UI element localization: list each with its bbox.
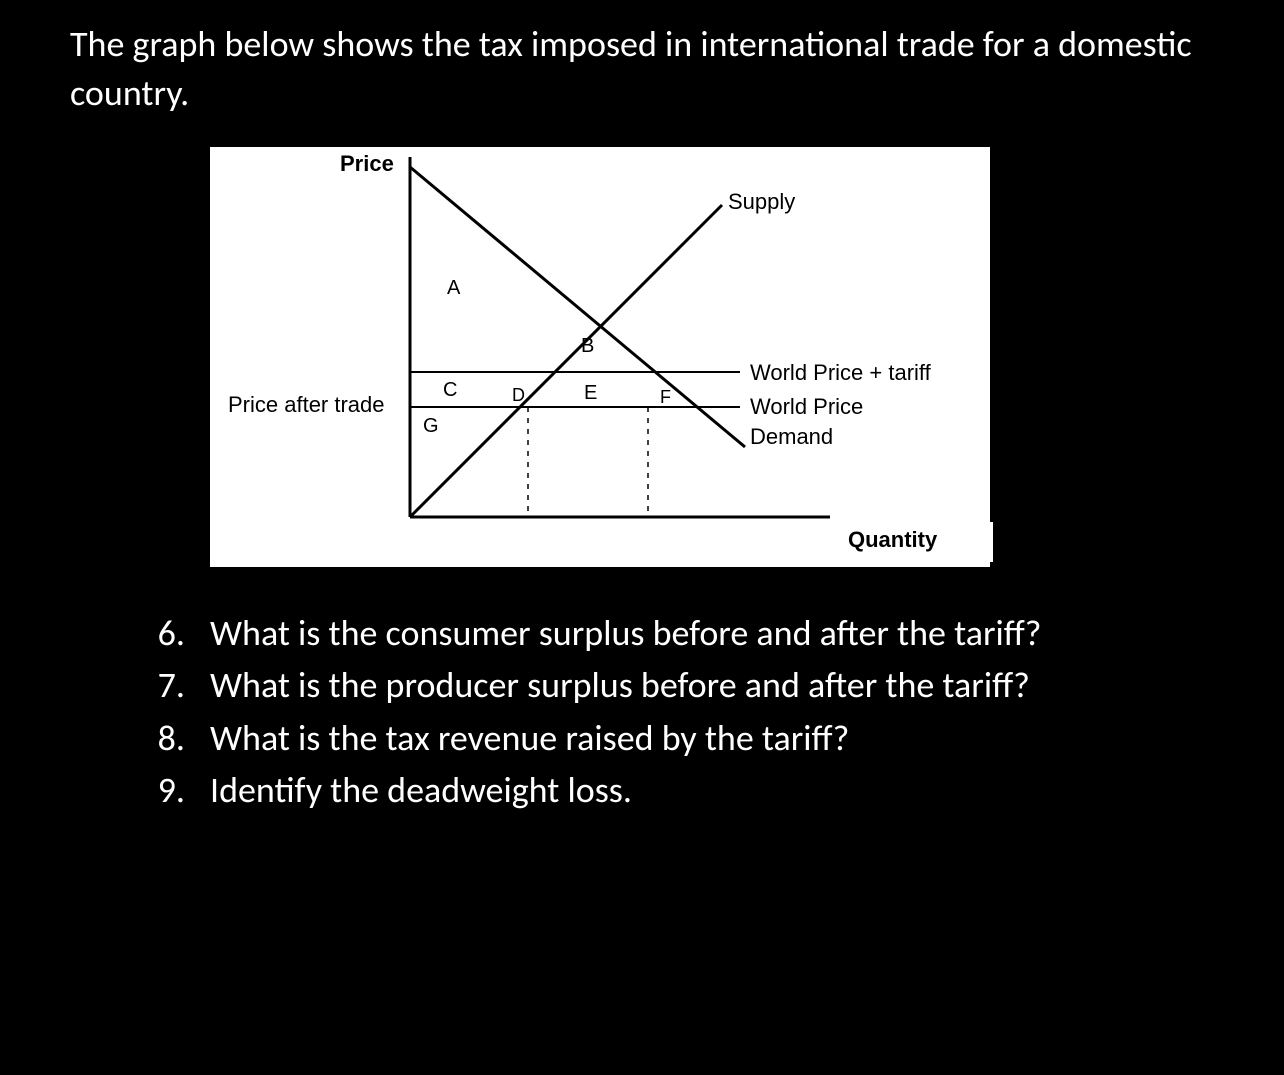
graph-svg: [210, 147, 990, 567]
question-row: 7.What is the producer surplus before an…: [120, 659, 1214, 711]
question-text: What is the producer surplus before and …: [210, 659, 1214, 711]
graph-label-world_price: World Price: [750, 394, 863, 420]
figure-container: Price Supply World Price + tariff Price aft…: [210, 147, 1214, 567]
question-row: 9.Identify the deadweight loss.: [120, 764, 1214, 816]
tariff-graph: Price Supply World Price + tariff Price aft…: [210, 147, 990, 567]
text-cursor: [990, 522, 993, 562]
question-row: 6.What is the consumer surplus before an…: [120, 607, 1214, 659]
question-row: 8.What is the tax revenue raised by the …: [120, 712, 1214, 764]
graph-label-demand: Demand: [750, 424, 833, 450]
graph-label-G: G: [423, 415, 439, 438]
question-number: 9.: [120, 764, 210, 816]
graph-label-B: B: [581, 335, 594, 358]
question-list: 6.What is the consumer surplus before an…: [120, 607, 1214, 816]
graph-label-C: C: [443, 379, 457, 402]
graph-label-supply: Supply: [728, 189, 795, 215]
graph-label-price_trade: Price after trade: [228, 392, 385, 418]
graph-label-A: A: [447, 277, 460, 300]
question-text: What is the consumer surplus before and …: [210, 607, 1214, 659]
question-number: 8.: [120, 712, 210, 764]
question-number: 6.: [120, 607, 210, 659]
graph-label-F: F: [660, 387, 671, 408]
question-number: 7.: [120, 659, 210, 711]
graph-label-quantity: Quantity: [848, 527, 937, 553]
graph-label-D: D: [512, 385, 525, 406]
graph-label-price: Price: [340, 151, 394, 177]
question-text: What is the tax revenue raised by the ta…: [210, 712, 1214, 764]
graph-label-wp_tariff: World Price + tariff: [750, 360, 931, 386]
graph-label-E: E: [584, 382, 597, 405]
question-text: Identify the deadweight loss.: [210, 764, 1214, 816]
intro-text: The graph below shows the tax imposed in…: [70, 20, 1214, 117]
